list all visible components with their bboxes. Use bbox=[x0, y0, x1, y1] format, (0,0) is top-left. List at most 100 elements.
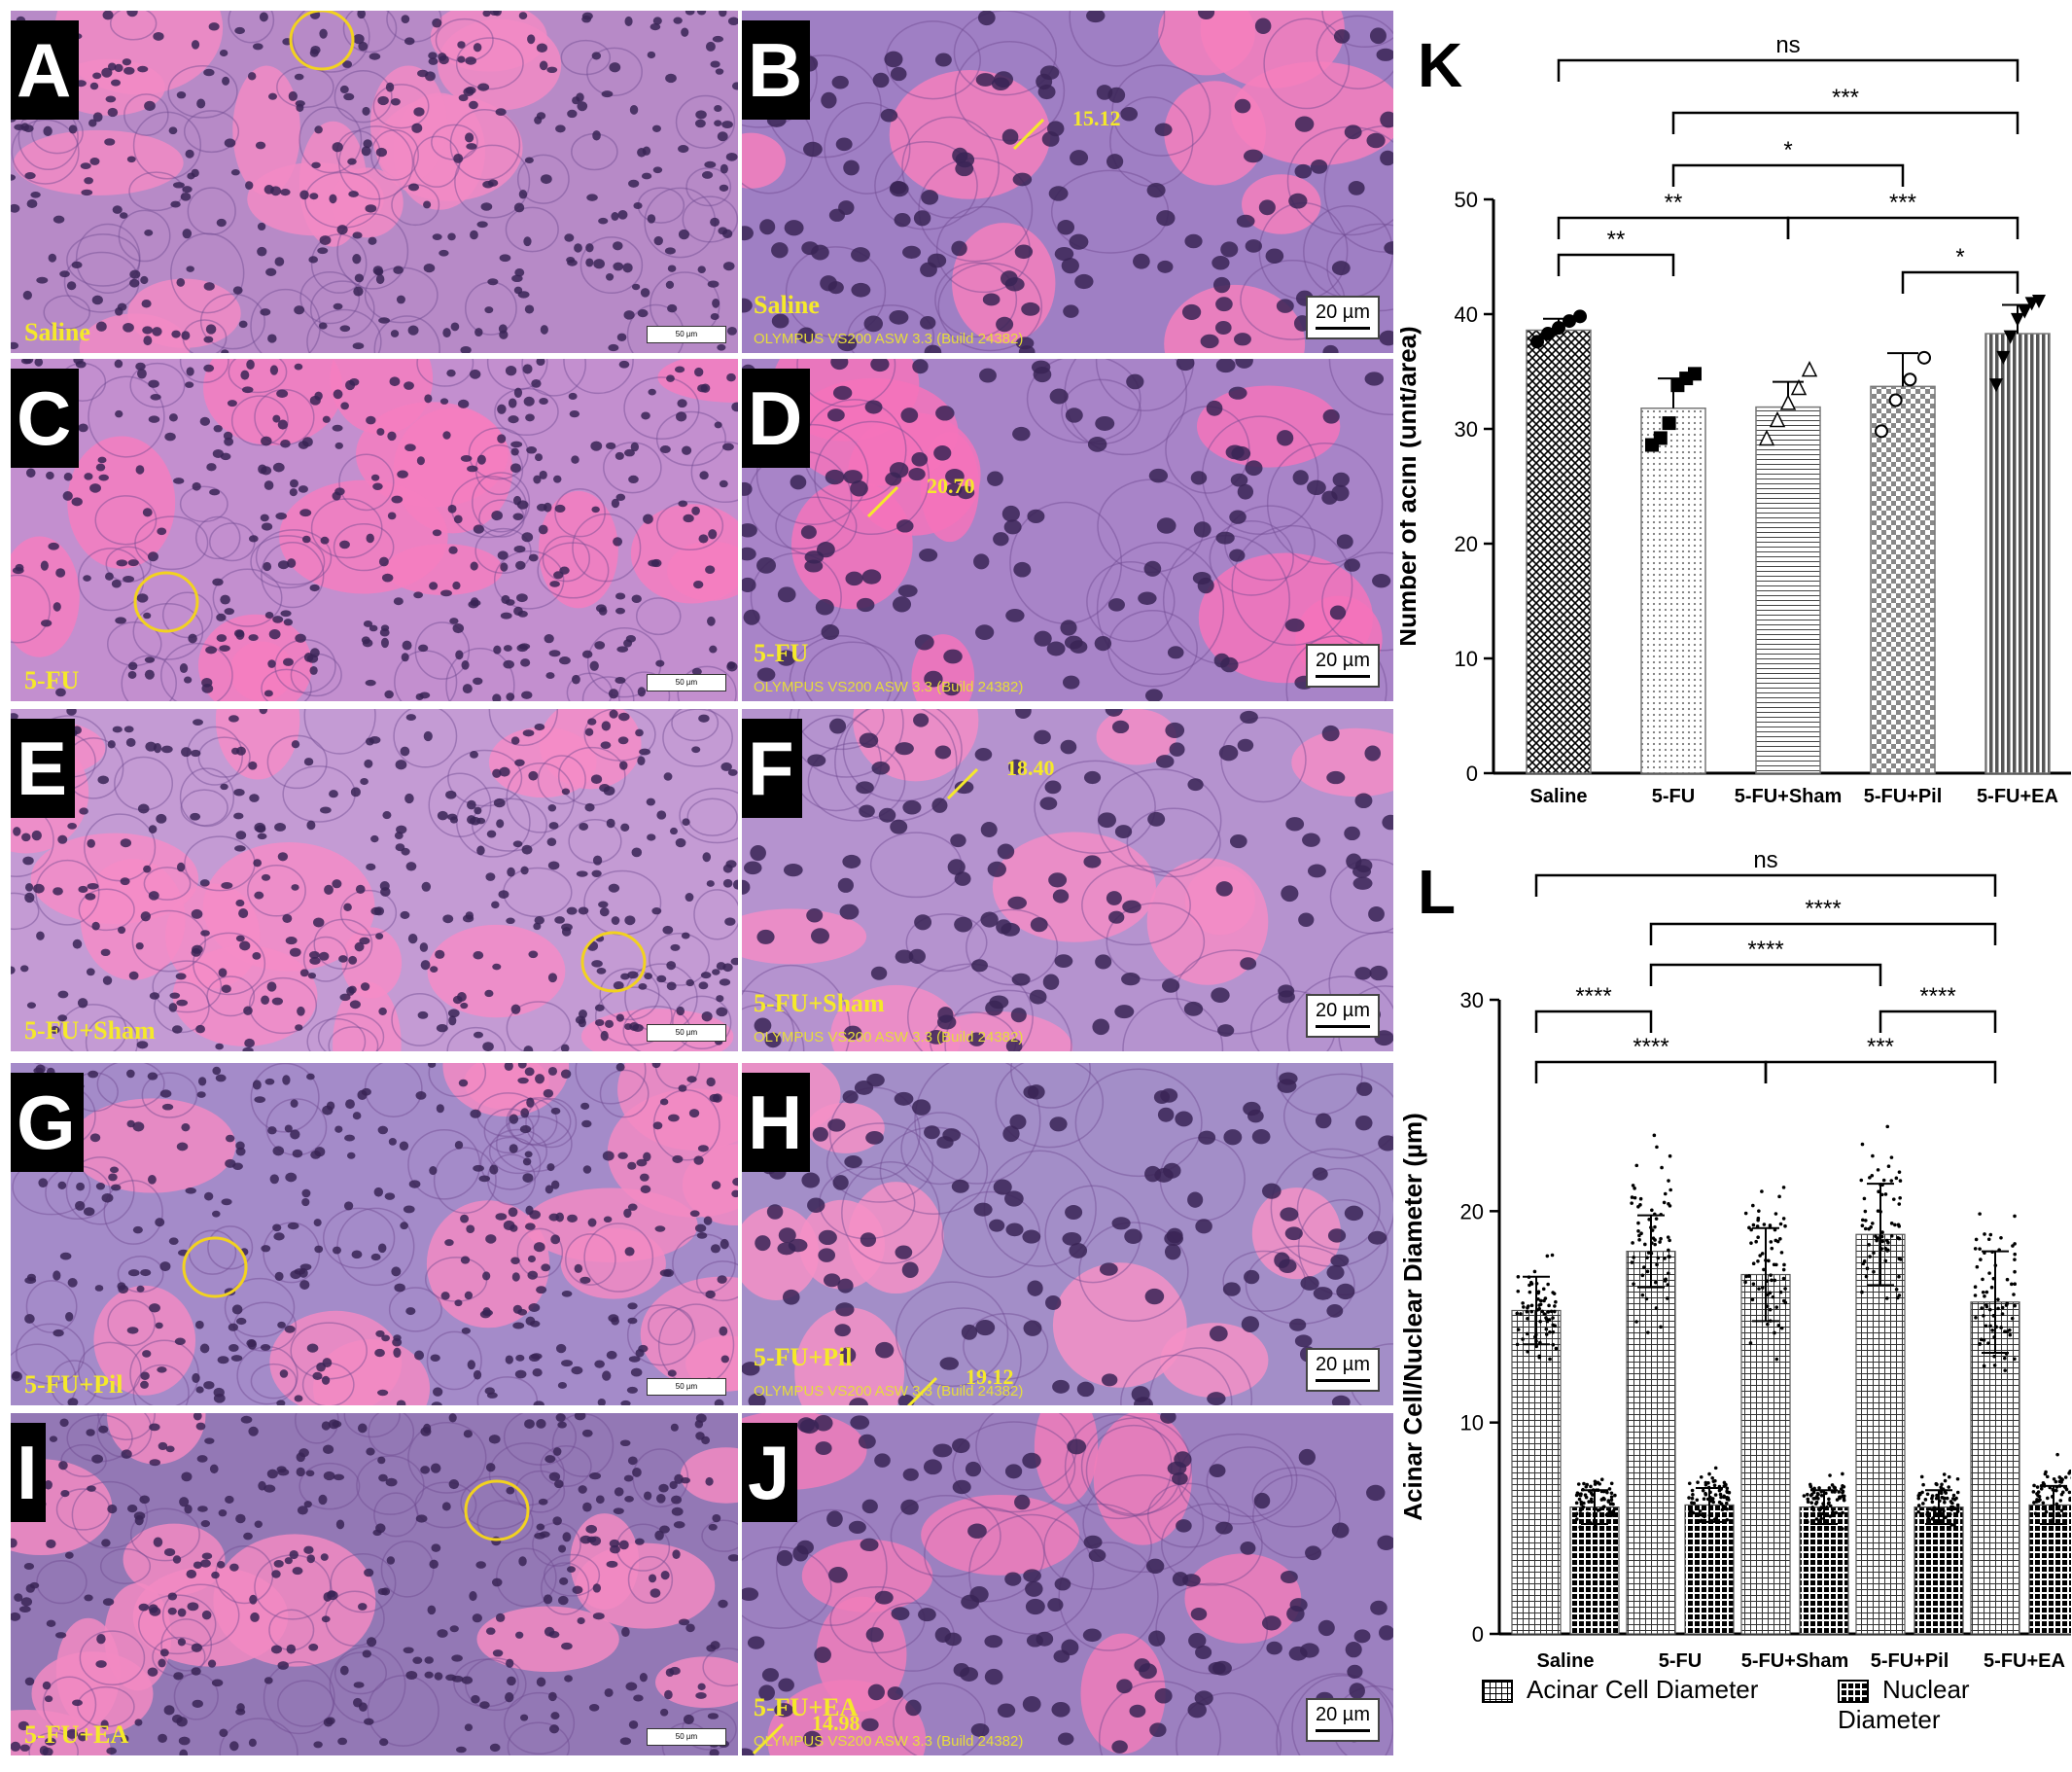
data-point bbox=[1532, 1269, 1537, 1274]
data-point bbox=[1819, 1516, 1823, 1521]
data-point bbox=[1973, 1285, 1978, 1290]
data-point bbox=[1536, 1291, 1540, 1295]
data-point bbox=[1750, 1297, 1755, 1302]
panel-letter: B bbox=[742, 20, 811, 120]
y-tick-label: 30 bbox=[1460, 988, 1484, 1012]
data-point bbox=[1930, 1507, 1934, 1511]
scale-bar: 20 µm bbox=[1306, 1698, 1380, 1742]
data-point bbox=[1889, 1222, 1894, 1225]
data-point bbox=[1609, 1481, 1614, 1486]
data-point bbox=[1925, 1492, 1930, 1497]
group-label: 5-FU+Pil bbox=[24, 1370, 123, 1399]
data-point bbox=[1724, 1501, 1729, 1506]
data-point bbox=[1668, 1255, 1671, 1259]
data-point bbox=[1891, 1197, 1896, 1201]
significance-label: **** bbox=[1747, 937, 1783, 963]
data-point bbox=[1897, 1202, 1902, 1206]
data-point bbox=[1653, 1224, 1657, 1229]
data-point bbox=[1706, 1480, 1710, 1485]
data-point bbox=[1537, 1306, 1542, 1311]
data-point bbox=[1947, 1485, 1950, 1489]
data-point bbox=[1756, 1235, 1760, 1239]
data-point bbox=[1975, 1264, 1980, 1269]
data-point bbox=[1769, 1273, 1773, 1277]
data-point bbox=[1827, 1497, 1831, 1502]
data-point bbox=[2035, 1498, 2039, 1502]
data-point bbox=[1842, 1498, 1846, 1503]
significance-bracket bbox=[1879, 1010, 1997, 1033]
data-point bbox=[1781, 1298, 1786, 1303]
data-point bbox=[1743, 1280, 1747, 1285]
data-point bbox=[2032, 1483, 2036, 1488]
data-point bbox=[1758, 1254, 1762, 1258]
data-point bbox=[1536, 1297, 1540, 1301]
data-point bbox=[1758, 429, 1775, 446]
data-point bbox=[2002, 1356, 2007, 1361]
data-point bbox=[1722, 1494, 1726, 1499]
data-point bbox=[2013, 1357, 2017, 1362]
data-point bbox=[2043, 1471, 2048, 1476]
data-point bbox=[1825, 1505, 1829, 1509]
x-tick-label: 5-FU bbox=[1659, 1650, 1702, 1672]
significance-bracket bbox=[1534, 1010, 1653, 1033]
data-point bbox=[1709, 1506, 1714, 1510]
scale-bar: 50 µm bbox=[647, 1024, 726, 1042]
data-point bbox=[1659, 1325, 1663, 1329]
data-point bbox=[1530, 335, 1544, 349]
data-point bbox=[1636, 1205, 1640, 1209]
significance-bracket bbox=[1534, 873, 1997, 897]
data-point bbox=[1748, 1341, 1753, 1345]
measurement-arrow bbox=[946, 767, 979, 800]
data-point bbox=[1667, 1271, 1670, 1276]
data-point bbox=[1941, 1512, 1946, 1517]
data-point bbox=[1916, 1509, 1920, 1514]
data-point bbox=[1725, 1517, 1730, 1522]
data-point bbox=[2038, 1498, 2042, 1502]
data-point bbox=[2055, 1452, 2059, 1457]
data-point bbox=[1817, 1508, 1822, 1512]
data-point bbox=[1710, 1475, 1714, 1480]
data-point bbox=[1656, 1256, 1661, 1260]
data-point bbox=[1940, 1482, 1944, 1487]
data-point bbox=[1632, 1256, 1635, 1259]
data-point bbox=[1589, 1484, 1593, 1489]
group-label: 5-FU+Pil bbox=[754, 1343, 853, 1371]
data-point bbox=[1710, 1497, 1715, 1502]
data-point bbox=[1544, 1327, 1549, 1331]
data-point bbox=[1515, 1342, 1520, 1347]
data-point bbox=[1703, 1482, 1708, 1487]
data-point bbox=[2059, 1480, 2063, 1484]
data-point bbox=[1519, 1312, 1523, 1316]
data-point bbox=[1707, 1471, 1711, 1476]
x-tick-label: 5-FU+Sham bbox=[1735, 786, 1843, 807]
data-point bbox=[1762, 1223, 1767, 1226]
histology-panel-b: B Saline OLYMPUS VS200 ASW 3.3 (Build 2438… bbox=[741, 10, 1394, 354]
y-tick-label: 10 bbox=[1460, 1411, 1484, 1435]
data-point bbox=[1699, 1474, 1703, 1479]
data-point bbox=[1593, 1479, 1598, 1484]
y-axis-label: Number of acini (unit/area) bbox=[1400, 326, 1422, 646]
data-point bbox=[1774, 1357, 1779, 1362]
x-tick-label: 5-FU bbox=[1652, 786, 1695, 807]
data-point bbox=[1919, 1474, 1924, 1479]
y-tick-label: 40 bbox=[1455, 302, 1478, 327]
data-point bbox=[1724, 1482, 1728, 1487]
data-point bbox=[1984, 1302, 1988, 1307]
data-point bbox=[1947, 1513, 1951, 1518]
group-label: 5-FU+Sham bbox=[24, 1016, 156, 1045]
data-point bbox=[1925, 1512, 1929, 1516]
x-tick-label: Saline bbox=[1537, 1650, 1595, 1672]
acini-count-chart: 0 10 20 30 40 50 Number of acini (unit/area) Sa… bbox=[1400, 32, 2071, 807]
data-point bbox=[1773, 1330, 1776, 1335]
data-point bbox=[1689, 1508, 1694, 1512]
significance-bracket bbox=[1649, 922, 1997, 945]
group-label: Saline bbox=[754, 291, 820, 319]
data-point bbox=[1979, 1258, 1983, 1261]
data-point bbox=[2003, 330, 2018, 344]
data-point bbox=[2031, 1490, 2036, 1494]
micrograph-image bbox=[742, 1413, 1393, 1755]
data-point bbox=[2041, 1501, 2046, 1506]
data-point bbox=[2054, 1479, 2058, 1484]
bar bbox=[2028, 1504, 2071, 1635]
significance-bracket bbox=[1557, 216, 1790, 239]
